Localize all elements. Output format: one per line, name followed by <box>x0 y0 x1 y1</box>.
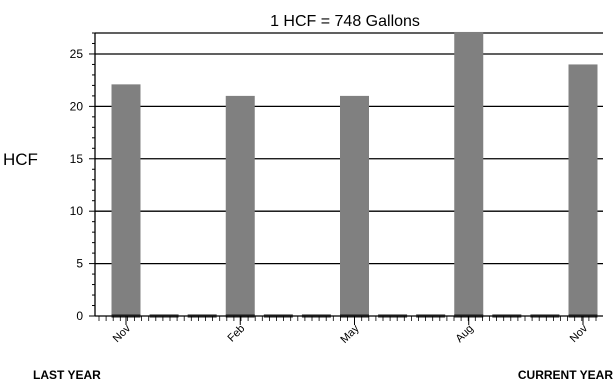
x-baseline-segment <box>263 314 293 318</box>
x-tick-label: Nov <box>568 322 591 345</box>
x-tick-label: Nov <box>111 322 134 345</box>
y-tick-label: 5 <box>76 257 83 271</box>
chart-title: 1 HCF = 748 Gallons <box>270 13 420 30</box>
x-baseline-segment <box>530 314 560 318</box>
bar-feb-1 <box>225 95 255 316</box>
bar-nov-0 <box>111 84 141 317</box>
x-tick-label: May <box>338 322 362 346</box>
x-baseline-segment <box>187 314 217 318</box>
current-year-label: CURRENT YEAR <box>517 368 613 382</box>
x-baseline-segment <box>301 314 331 318</box>
y-tick-label: 20 <box>70 99 84 113</box>
y-tick-label: 25 <box>70 47 84 61</box>
y-axis-label: HCF <box>3 150 38 169</box>
x-baseline-segment <box>378 314 408 318</box>
bars <box>111 31 598 317</box>
x-baseline-segment <box>492 314 522 318</box>
y-tick-label: 15 <box>70 152 84 166</box>
x-baseline-segment <box>416 314 446 318</box>
axes: 0 5 10 15 20 25 Nov Feb May Aug Nov <box>70 32 603 346</box>
x-tick-label: Feb <box>225 323 247 345</box>
bar-may-2 <box>340 95 369 316</box>
y-tick-label: 10 <box>70 204 84 218</box>
x-tick-label: Aug <box>454 323 476 345</box>
last-year-label: LAST YEAR <box>33 368 101 382</box>
bar-aug-3 <box>454 31 484 317</box>
x-baseline-segment <box>149 314 179 318</box>
bar-nov-4 <box>568 64 598 316</box>
y-tick-label: 0 <box>76 309 83 323</box>
